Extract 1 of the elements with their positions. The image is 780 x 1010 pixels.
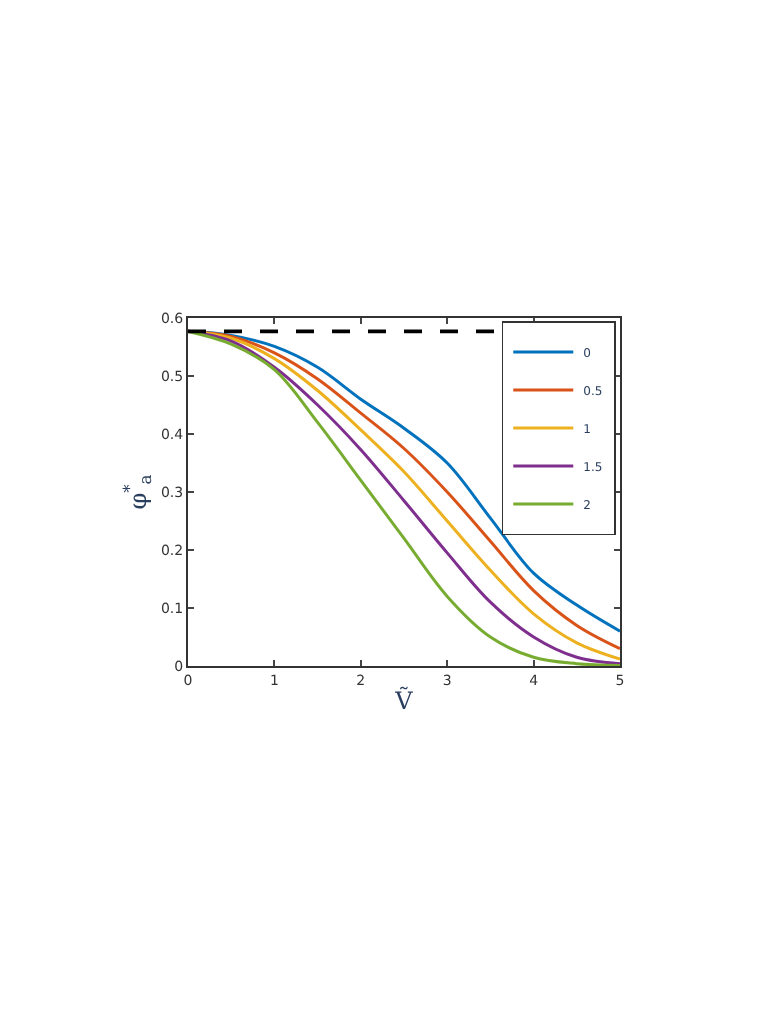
x-axis-title: Ṽ [393,684,414,715]
